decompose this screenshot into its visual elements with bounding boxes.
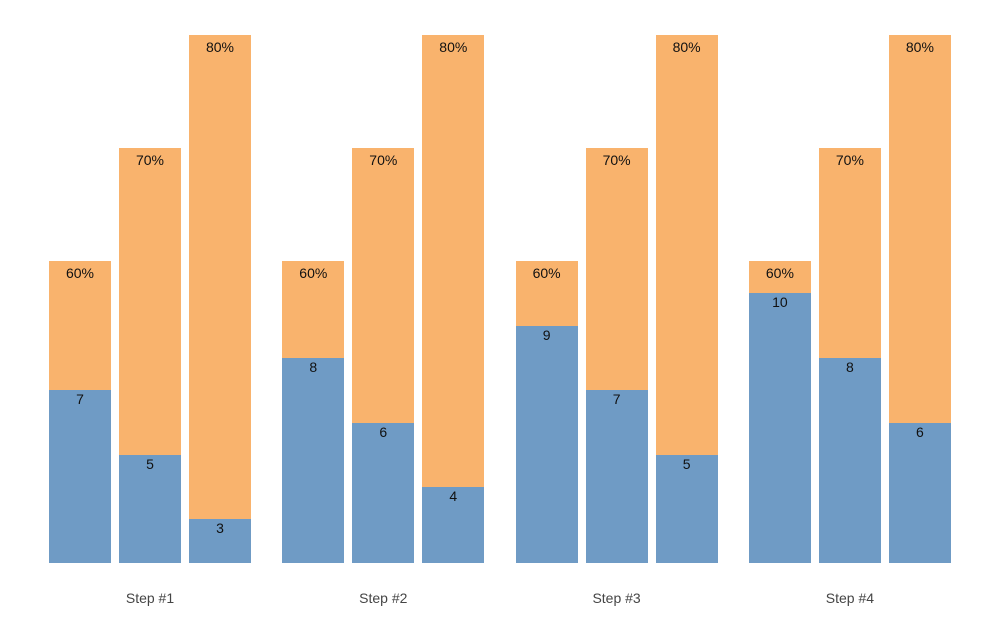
bar-step4-pct60: 60% 10 bbox=[748, 261, 811, 563]
pct-label: 80% bbox=[439, 39, 468, 55]
bar-step4-pct80: 80% 6 bbox=[888, 35, 951, 563]
count-label: 4 bbox=[449, 488, 458, 505]
count-label: 6 bbox=[915, 423, 924, 440]
pct-label: 70% bbox=[835, 152, 864, 168]
bar-step3-pct70: 70% 7 bbox=[585, 148, 648, 563]
count-label: 8 bbox=[845, 358, 854, 375]
x-axis-label-step1: Step #1 bbox=[125, 590, 175, 606]
pct-label: 70% bbox=[135, 152, 165, 168]
count-segment: 5 bbox=[655, 454, 718, 563]
count-label: 8 bbox=[309, 358, 318, 375]
bar-step1-pct70: 70% 5 bbox=[119, 148, 181, 563]
count-segment: 4 bbox=[422, 487, 485, 563]
bar-step1-pct80: 80% 3 bbox=[189, 35, 251, 563]
bar-step3-pct60: 60% 9 bbox=[515, 261, 578, 563]
count-label: 3 bbox=[216, 520, 224, 537]
pct-label: 80% bbox=[905, 39, 934, 55]
bar-step1-pct60: 60% 7 bbox=[49, 261, 111, 563]
bar-step3-pct80: 80% 5 bbox=[655, 35, 718, 563]
pct-label: 60% bbox=[65, 265, 95, 281]
pct-label: 60% bbox=[532, 265, 561, 281]
count-segment: 9 bbox=[515, 325, 578, 563]
count-segment: 3 bbox=[189, 519, 251, 563]
count-segment: 5 bbox=[119, 454, 181, 563]
count-segment: 8 bbox=[282, 357, 345, 563]
pct-label: 60% bbox=[765, 265, 794, 281]
pct-label: 70% bbox=[369, 152, 398, 168]
count-segment: 7 bbox=[49, 390, 111, 563]
bar-step2-pct70: 70% 6 bbox=[352, 148, 415, 563]
count-label: 10 bbox=[772, 294, 788, 311]
count-label: 5 bbox=[146, 455, 154, 472]
count-segment: 6 bbox=[352, 422, 415, 563]
count-label: 7 bbox=[76, 391, 84, 408]
pct-label: 80% bbox=[205, 39, 235, 55]
x-axis-label-step3: Step #3 bbox=[592, 590, 641, 606]
bar-step4-pct70: 70% 8 bbox=[818, 148, 881, 563]
x-axis-label-step4: Step #4 bbox=[825, 590, 875, 606]
bar-step2-pct80: 80% 4 bbox=[422, 35, 485, 563]
x-axis-label-step2: Step #2 bbox=[359, 590, 408, 606]
count-segment: 7 bbox=[585, 390, 648, 563]
count-label: 5 bbox=[682, 455, 691, 472]
count-segment: 10 bbox=[748, 293, 811, 563]
count-label: 6 bbox=[379, 423, 388, 440]
pct-label: 60% bbox=[299, 265, 328, 281]
count-segment: 6 bbox=[888, 422, 951, 563]
pct-label: 70% bbox=[602, 152, 631, 168]
count-segment: 8 bbox=[818, 357, 881, 563]
count-label: 9 bbox=[542, 326, 551, 343]
bar-step2-pct60: 60% 8 bbox=[282, 261, 345, 563]
count-label: 7 bbox=[612, 391, 621, 408]
pct-label: 80% bbox=[672, 39, 701, 55]
